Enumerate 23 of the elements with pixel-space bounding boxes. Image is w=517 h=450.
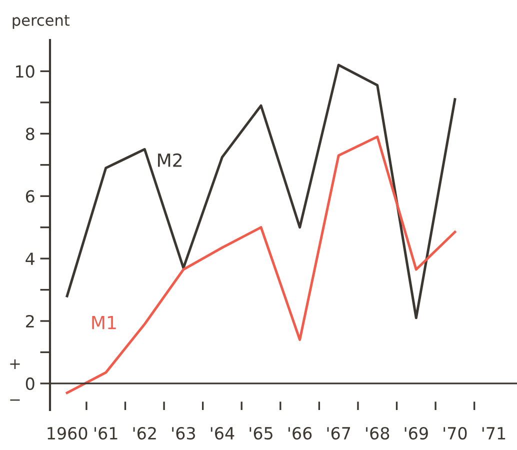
y-tick-label: 0	[26, 377, 34, 390]
y-tick-label: 10	[16, 65, 34, 78]
y-axis-title: percent	[12, 14, 70, 29]
x-tick-label: '67	[327, 426, 350, 440]
y-tick-label: 8	[26, 128, 34, 140]
y-tick-label: 6	[26, 190, 34, 203]
x-tick-label: '69	[404, 426, 428, 440]
y-tick-label: 4	[26, 252, 34, 265]
x-tick-label: '63	[172, 426, 195, 440]
x-tick-label: 1960	[48, 426, 88, 440]
x-tick-label: '61	[94, 426, 118, 440]
series-label: M1	[92, 316, 116, 330]
y-tick-label: 2	[26, 314, 34, 328]
text: +	[10, 359, 20, 369]
text: −	[10, 399, 20, 401]
x-tick-label: '65	[250, 426, 272, 440]
x-tick-label: '64	[210, 426, 234, 440]
x-tick-label: '62	[133, 426, 156, 440]
x-tick-label: '70	[444, 426, 467, 440]
x-tick-label: '71	[482, 427, 506, 440]
x-tick-label: '66	[288, 426, 312, 440]
x-tick-label: '68	[366, 426, 390, 440]
series-label: M2	[158, 153, 182, 167]
